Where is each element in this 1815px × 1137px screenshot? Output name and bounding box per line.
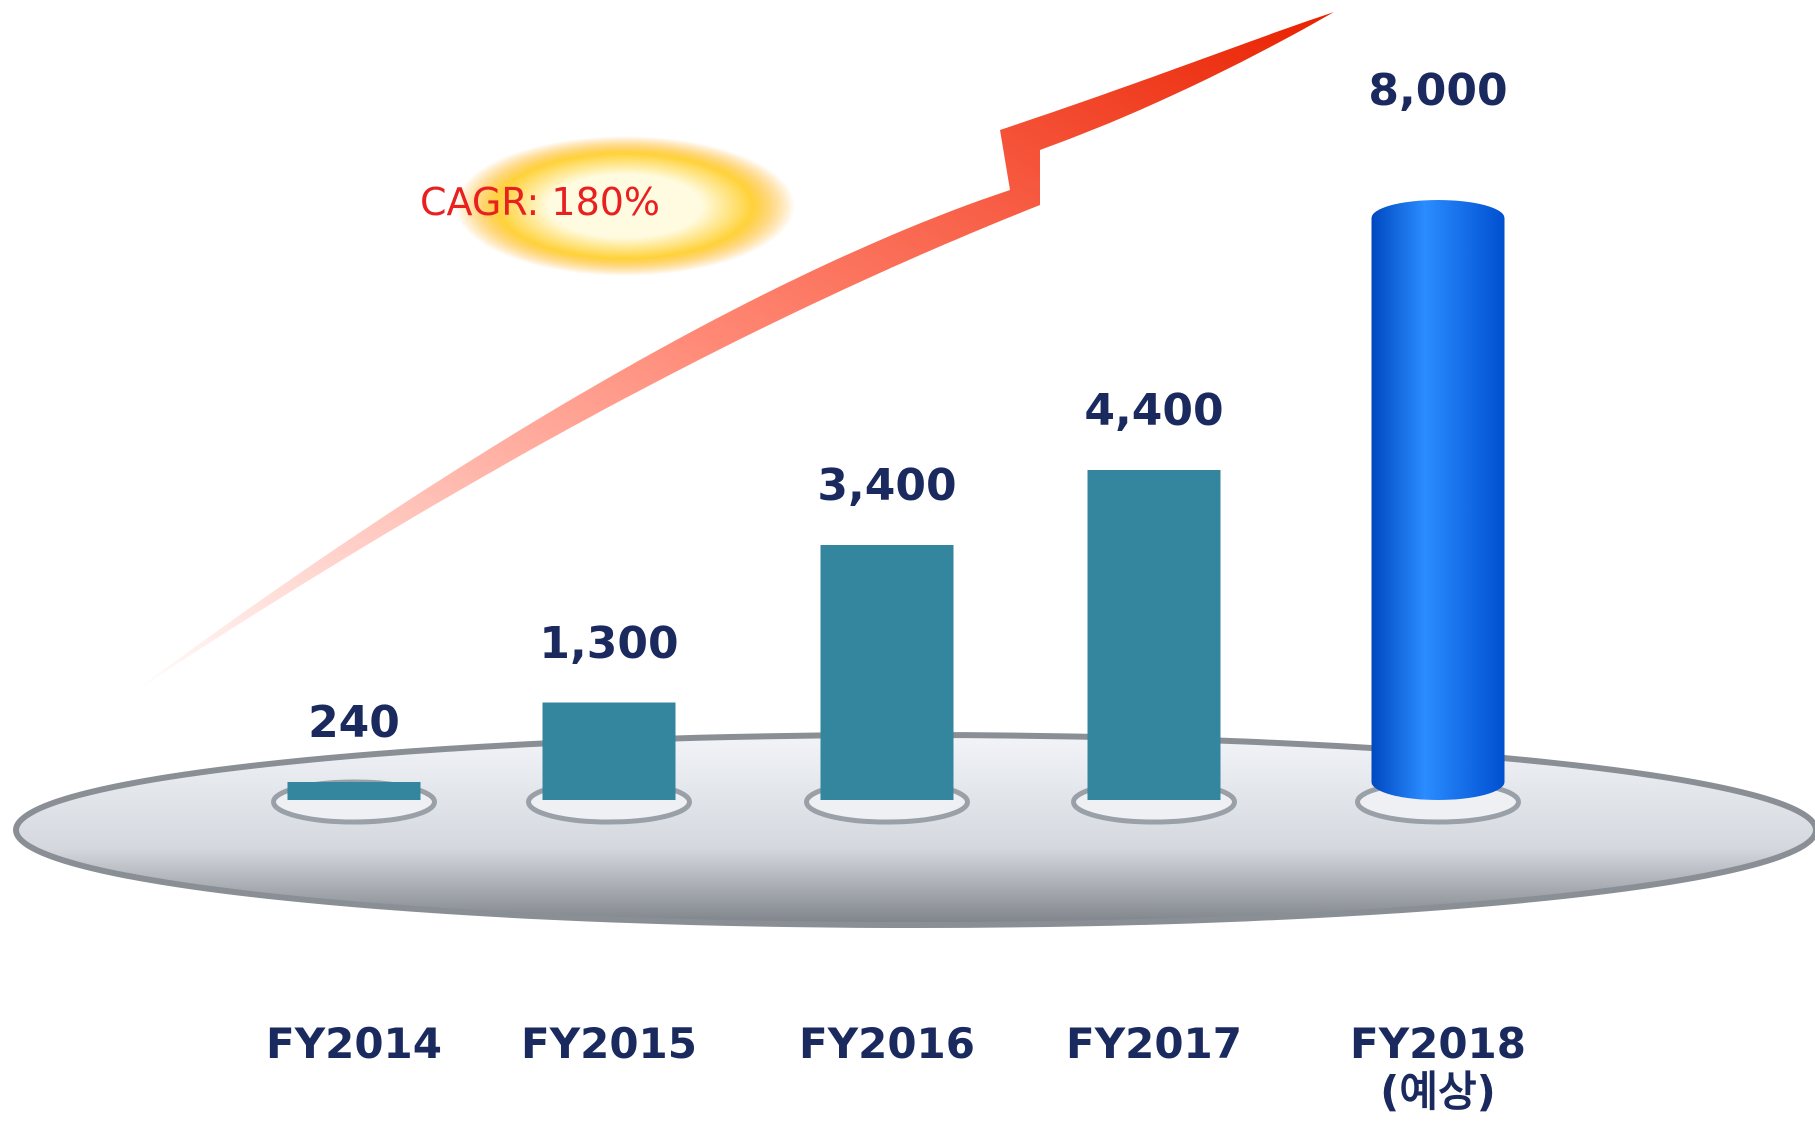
bar [1088, 470, 1221, 800]
value-label: 240 [234, 697, 474, 748]
x-tick-label: FY2017 [1034, 1020, 1274, 1068]
chart-graphics [0, 0, 1815, 1137]
x-tick-label: FY2018 (예상) [1318, 1020, 1558, 1117]
bar [1372, 200, 1505, 800]
bar [821, 545, 954, 800]
cagr-annotation: CAGR: 180% [400, 180, 680, 224]
value-label: 1,300 [489, 618, 729, 669]
x-tick-label: FY2015 [489, 1020, 729, 1068]
x-tick-label: FY2016 [767, 1020, 1007, 1068]
bar [288, 782, 421, 800]
bar [543, 703, 676, 801]
value-label: 3,400 [767, 460, 1007, 511]
value-label: 4,400 [1034, 385, 1274, 436]
x-tick-label: FY2014 [234, 1020, 474, 1068]
value-label: 8,000 [1318, 65, 1558, 116]
chart: CAGR: 180% 240 FY2014 1,300 FY2015 3,400 FY20… [0, 0, 1815, 1137]
